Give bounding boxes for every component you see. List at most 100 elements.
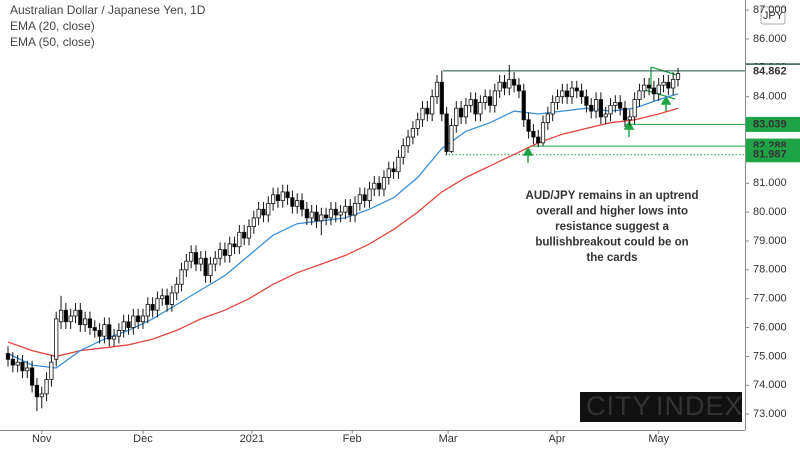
x-tick-label: Nov [32,433,52,445]
candle-body [285,191,290,199]
candle-body [145,304,150,317]
candle-body [63,309,68,323]
y-tick-label: 84.000 [753,91,787,103]
candle-body [164,295,170,305]
candle-body [497,81,502,92]
candle-body [463,104,469,118]
candle-body [449,125,454,152]
triangle-line [644,89,676,100]
candle-body [160,295,165,300]
candle-body [502,81,507,89]
candle-body [97,330,102,337]
candle-body [483,96,488,103]
candle-body [468,99,473,106]
candle-body [10,358,15,366]
candle-body [328,208,334,219]
candle-body [343,205,348,213]
y-tick-label: 86.000 [753,33,787,45]
candle-body [20,361,25,372]
candle-body [574,87,579,92]
candle-body [642,84,647,92]
candle-body [184,260,189,271]
candle-body [565,90,570,98]
legend-entry: EMA (20, close) [10,19,95,33]
candle-body [434,81,440,98]
last-price-bg [746,64,800,79]
candle-body [140,315,146,323]
candle-body [333,208,338,216]
level-label: 83.039 [753,118,787,130]
logo-text: CITY [586,391,652,421]
candle-body [54,318,59,360]
candle-body [251,217,256,227]
candle-body [304,208,309,219]
last-price-label: 84.862 [753,66,787,78]
candle-body [136,315,141,323]
candle-body [560,90,565,98]
y-tick-label: 77.000 [753,293,787,305]
candle-body [87,318,93,328]
level-label-bg [746,147,800,163]
candle-body [473,99,478,115]
candle-body [39,393,44,398]
candle-body [589,104,594,112]
x-tick-label: Dec [133,433,153,445]
candle-body [420,107,425,121]
candle-body [131,315,136,328]
annotation-line: AUD/JPY remains in an uptrend [526,190,699,202]
candle-body [34,384,40,398]
candle-body [78,309,83,326]
candle-body [396,156,401,173]
candle-body [512,78,517,86]
candle-body [299,200,305,210]
candle-body [458,107,464,118]
candle-body [121,321,126,331]
level-label: 81.987 [753,149,787,161]
annotation-line: the cards [586,252,637,264]
annotation-line: overall and higher lows into [536,206,688,218]
arrow-head [522,146,534,156]
triangle-line [650,66,681,77]
candle-body [25,367,30,372]
candle-body [478,102,483,115]
candle-body [217,249,223,259]
logo-box [580,392,742,422]
candle-body [386,168,391,178]
annotation-line: bullishbreakout could be on [535,237,688,249]
candle-body [405,136,411,147]
candle-body [401,145,406,158]
candle-body [579,90,584,98]
chart-title: Australian Dollar / Japanese Yen, 1D [10,3,206,17]
candle-body [516,84,522,92]
candle-body [391,168,396,173]
legend-entry: EMA (50, close) [10,35,95,49]
candle-body [111,335,117,340]
candle-body [608,104,613,115]
candle-body [319,214,324,222]
candle-body [179,269,184,285]
candle-body [102,324,107,337]
x-tick-label: Mar [439,433,458,445]
candle-body [15,361,20,366]
candle-body [126,321,131,328]
candle-body [107,324,112,340]
candle-body [439,81,444,115]
candle-body [198,257,203,265]
candle-body [531,130,536,138]
candle-body [603,113,608,118]
level-label-bg [746,116,800,132]
x-tick-label: Feb [343,433,362,445]
candle-body [309,211,314,219]
candle-body [222,249,228,256]
y-tick-label: 74.000 [753,379,787,391]
candle-body [362,194,367,201]
candle-body [237,231,242,248]
candle-body [174,283,179,294]
candle-body [540,122,546,144]
y-tick-label: 79.000 [753,235,787,247]
candle-body [536,136,541,144]
candle-body [324,214,329,219]
